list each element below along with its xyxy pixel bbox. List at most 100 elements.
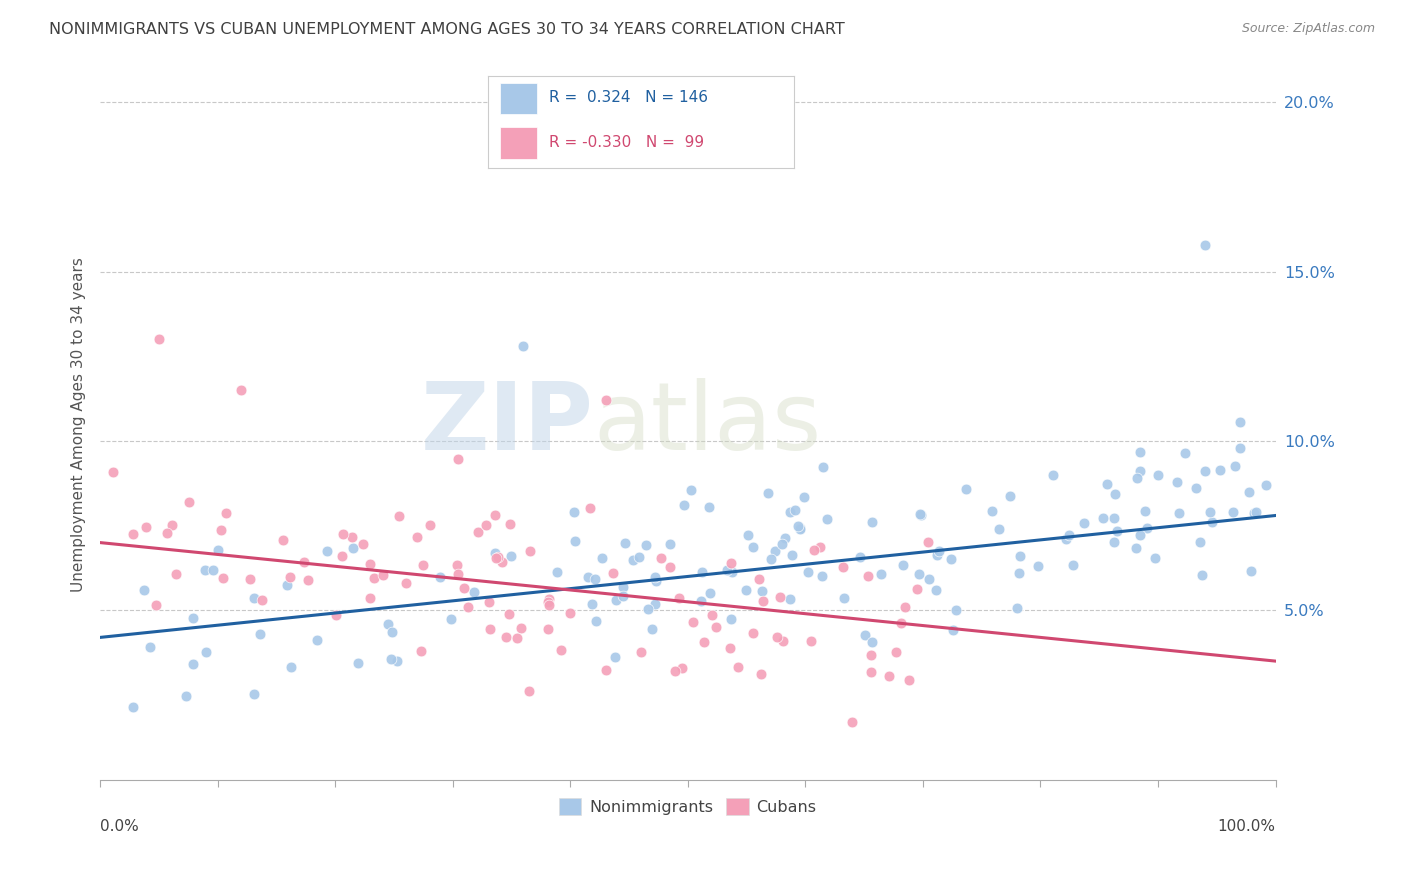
Point xyxy=(538,599,561,613)
Point xyxy=(664,664,686,678)
Point xyxy=(145,599,167,613)
Point xyxy=(380,652,402,666)
Point xyxy=(181,657,204,671)
Text: Source: ZipAtlas.com: Source: ZipAtlas.com xyxy=(1241,22,1375,36)
Point xyxy=(773,532,796,546)
Point xyxy=(772,634,794,648)
Point xyxy=(942,623,965,637)
Point xyxy=(550,643,572,657)
Text: atlas: atlas xyxy=(593,378,823,470)
Point xyxy=(668,591,690,606)
Point xyxy=(595,393,617,408)
Point xyxy=(659,559,682,574)
Point xyxy=(671,661,693,675)
Point xyxy=(800,634,823,648)
Point xyxy=(718,641,741,656)
Point xyxy=(693,635,716,649)
Point xyxy=(276,578,298,592)
Point xyxy=(537,592,560,607)
Point xyxy=(1222,505,1244,519)
Point xyxy=(280,660,302,674)
Point xyxy=(595,663,617,677)
Point xyxy=(485,551,508,566)
Point xyxy=(419,518,441,533)
Point xyxy=(499,517,522,532)
Point xyxy=(699,586,721,600)
Point xyxy=(1143,550,1166,565)
Point xyxy=(484,546,506,560)
Point xyxy=(742,626,765,640)
Point xyxy=(658,536,681,550)
Point xyxy=(377,617,399,632)
Point xyxy=(720,565,742,579)
Point xyxy=(602,566,624,581)
Point xyxy=(371,568,394,582)
Point xyxy=(789,521,811,535)
Point xyxy=(1237,485,1260,500)
Point xyxy=(447,452,470,467)
Point xyxy=(439,612,461,626)
Point xyxy=(1129,445,1152,459)
Point xyxy=(890,616,912,631)
Point xyxy=(939,552,962,566)
Point xyxy=(148,333,170,347)
Point xyxy=(898,673,921,687)
Point xyxy=(156,525,179,540)
Point xyxy=(1008,566,1031,581)
Point xyxy=(134,583,156,598)
Text: 100.0%: 100.0% xyxy=(1218,819,1275,834)
Point xyxy=(457,599,479,614)
Point xyxy=(682,615,704,629)
Point xyxy=(621,553,644,567)
Point xyxy=(121,526,143,541)
Point xyxy=(860,635,883,649)
Point xyxy=(630,645,652,659)
Point xyxy=(1129,464,1152,478)
Point xyxy=(342,530,364,544)
Point xyxy=(1104,487,1126,501)
Point xyxy=(1008,549,1031,563)
Point xyxy=(381,625,404,640)
Point xyxy=(1166,475,1188,490)
Point xyxy=(135,519,157,533)
Point xyxy=(325,608,347,623)
Point xyxy=(352,537,374,551)
Point xyxy=(737,528,759,542)
Point xyxy=(1168,506,1191,520)
Point xyxy=(759,552,782,566)
Point xyxy=(1125,541,1147,555)
Point xyxy=(558,606,581,620)
Point xyxy=(1244,505,1267,519)
Point xyxy=(1225,458,1247,473)
Point xyxy=(297,573,319,587)
Point xyxy=(672,498,695,512)
Point xyxy=(1201,515,1223,529)
Point xyxy=(305,632,328,647)
Point xyxy=(453,581,475,595)
Point xyxy=(564,534,586,549)
Point xyxy=(641,622,664,636)
Point xyxy=(385,654,408,668)
Point xyxy=(1005,600,1028,615)
Point xyxy=(429,569,451,583)
Point xyxy=(1062,558,1084,573)
Point xyxy=(908,507,931,521)
Point xyxy=(174,690,197,704)
Point xyxy=(928,543,950,558)
Point xyxy=(1194,465,1216,479)
Point xyxy=(741,541,763,555)
Point xyxy=(1209,463,1232,477)
Point xyxy=(884,645,907,659)
Point xyxy=(562,505,585,519)
Point xyxy=(215,507,238,521)
Point xyxy=(925,582,948,597)
Point xyxy=(1092,511,1115,525)
Point xyxy=(720,556,742,570)
Point xyxy=(981,504,1004,518)
Point xyxy=(763,544,786,558)
Text: NONIMMIGRANTS VS CUBAN UNEMPLOYMENT AMONG AGES 30 TO 34 YEARS CORRELATION CHART: NONIMMIGRANTS VS CUBAN UNEMPLOYMENT AMON… xyxy=(49,22,845,37)
Point xyxy=(1102,510,1125,524)
Point xyxy=(735,583,758,598)
Point xyxy=(537,595,560,609)
Point xyxy=(803,542,825,557)
